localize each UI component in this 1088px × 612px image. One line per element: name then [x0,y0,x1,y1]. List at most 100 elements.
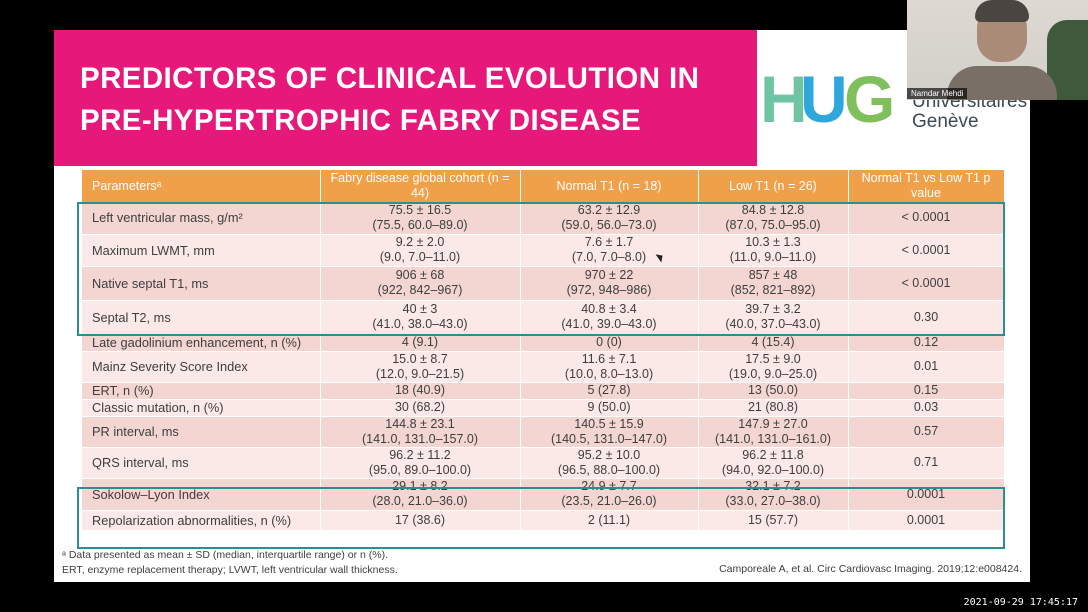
param: QRS interval, ms [82,447,321,479]
cell-normal-t1-median-range: (41.0, 39.0–43.0) [561,317,657,331]
cell-normal-t1: 95.2 ± 10.0 (96.5, 88.0–100.0) [520,447,699,479]
cell-normal-t1-value: 5 (27.8) [587,383,631,397]
cell-normal-t1-value: 11.6 ± 7.1 [581,351,637,366]
table-row: QRS interval, ms 96.2 ± 11.2 (95.0, 89.0–1… [82,447,1005,479]
cell-global-value: 30 (68.2) [394,400,446,414]
cell-global-value: 17 (38.6) [394,512,446,527]
cell-low-t1-value: 17.5 ± 9.0 [745,351,801,366]
cell-low-t1-median-range: (94.0, 92.0–100.0) [721,462,825,477]
cell-normal-t1-value: 2 (11.1) [587,512,631,527]
cell-low-t1-median-range: (33.0, 27.0–38.0) [725,494,821,508]
cell-p-value-value: 0.57 [913,424,939,438]
cell-global-median-range: (141.0, 131.0–157.0) [361,431,479,446]
cell-low-t1-median-range: (87.0, 75.0–95.0) [725,217,821,232]
cell-normal-t1-value: 40.8 ± 3.4 [581,302,637,316]
citation: Camporeale A, et al. Circ Cardiovasc Ima… [719,563,1022,575]
cell-low-t1-value: 21 (80.8) [747,400,799,414]
table-row: Sokolow–Lyon Index 29.1 ± 8.2 (28.0, 21.0–… [82,478,1005,511]
participant-name: Namdar Mehdi [907,88,968,99]
results-table: Parametersᵃ Fabry disease global cohort … [82,170,1005,531]
cell-low-t1: 10.3 ± 1.3 (11.0, 9.0–11.0) [698,234,849,267]
recording-timestamp: 2021-09-29 17:45:17 [963,597,1078,608]
cell-p-value-value: 0.0001 [906,512,946,527]
cell-normal-t1-value: 7.6 ± 1.7 [584,235,634,249]
logo-line-2: Genève [912,111,979,132]
cell-normal-t1-value: 0 (0) [596,335,622,349]
cell-low-t1: 84.8 ± 12.8 (87.0, 75.0–95.0) [698,202,849,235]
cell-normal-t1-median-range: (23.5, 21.0–26.0) [561,494,657,508]
cell-low-t1-value: 96.2 ± 11.8 [742,447,804,462]
cell-low-t1-median-range: (852, 821–892) [730,283,816,297]
cell-p-value-value: 0.71 [913,455,939,469]
col-header-p-value: Normal T1 vs Low T1 p value [848,170,1005,202]
param: Repolarization abnormalities, n (%) [82,510,321,531]
participant-video-tile[interactable]: Namdar Mehdi [907,0,1088,100]
cell-normal-t1-value: 24.9 ± 7.7 [581,479,637,493]
cell-normal-t1: 24.9 ± 7.7 (23.5, 21.0–26.0) [520,478,699,511]
table-row: ERT, n (%) 18 (40.9) 5 (27.8) 13 (50.0) 0.15 [82,382,1005,400]
cell-p-value: 0.03 [848,399,1005,417]
cell-low-t1-value: 39.7 ± 3.2 [745,302,801,316]
cell-global: 96.2 ± 11.2 (95.0, 89.0–100.0) [320,447,521,479]
cell-low-t1: 4 (15.4) [698,334,849,352]
cell-low-t1: 21 (80.8) [698,399,849,417]
param: Classic mutation, n (%) [82,399,321,417]
param-value: Native septal T1, ms [92,275,209,291]
cell-global: 4 (9.1) [320,334,521,352]
cell-global-median-range: (9.0, 7.0–11.0) [379,250,461,264]
cell-normal-t1-median-range: (59.0, 56.0–73.0) [561,217,657,232]
param-value: QRS interval, ms [92,455,189,470]
param: PR interval, ms [82,416,321,448]
cell-p-value: < 0.0001 [848,234,1005,267]
cell-normal-t1: 40.8 ± 3.4 (41.0, 39.0–43.0) [520,300,699,335]
cell-global-median-range: (28.0, 21.0–36.0) [372,494,468,508]
cell-low-t1: 13 (50.0) [698,382,849,400]
cell-normal-t1-median-range: (140.5, 131.0–147.0) [550,431,668,446]
param: ERT, n (%) [82,382,321,400]
param: Maximum LWMT, mm [82,234,321,267]
slide-title-line-1: PREDICTORS OF CLINICAL EVOLUTION IN [80,62,700,95]
param-value: PR interval, ms [92,424,179,439]
participant-hair [975,0,1029,22]
logo-letter-u: U [800,62,848,136]
cell-global-value: 18 (40.9) [394,383,446,397]
cell-p-value-value: 0.01 [913,359,939,373]
table-row: Classic mutation, n (%) 30 (68.2) 9 (50.0)… [82,399,1005,417]
footnote-line-1: ᵃ Data presented as mean ± SD (median, i… [62,549,388,561]
cell-normal-t1-value: 9 (50.0) [587,400,631,414]
cell-p-value: 0.0001 [848,510,1005,531]
cell-p-value: 0.71 [848,447,1005,479]
param-value: Mainz Severity Score Index [92,359,248,374]
cell-p-value-value: 0.30 [913,309,939,324]
cell-low-t1: 17.5 ± 9.0 (19.0, 9.0–25.0) [698,351,849,383]
cell-global-value: 75.5 ± 16.5 [388,202,452,217]
footnote-line-2: ERT, enzyme replacement therapy; LVWT, l… [62,564,398,576]
table-row: PR interval, ms 144.8 ± 23.1 (141.0, 131.0… [82,416,1005,448]
cell-global-median-range: (41.0, 38.0–43.0) [372,317,468,331]
cell-global-value: 906 ± 68 [395,268,445,282]
table-row: Repolarization abnormalities, n (%) 17 (3… [82,510,1005,531]
cell-normal-t1-value: 140.5 ± 15.9 [574,416,644,431]
cell-p-value: < 0.0001 [848,202,1005,235]
cell-global: 18 (40.9) [320,382,521,400]
cell-normal-t1-value: 63.2 ± 12.9 [577,202,641,217]
cell-low-t1: 147.9 ± 27.0 (141.0, 131.0–161.0) [698,416,849,448]
param: Late gadolinium enhancement, n (%) [82,334,321,352]
cell-normal-t1: 5 (27.8) [520,382,699,400]
cell-low-t1-median-range: (19.0, 9.0–25.0) [728,366,818,381]
cell-global: 30 (68.2) [320,399,521,417]
cell-low-t1-value: 32.1 ± 7.2 [745,479,801,493]
cell-low-t1-value: 15 (57.7) [747,512,799,527]
cell-global-value: 29.1 ± 8.2 [392,479,448,493]
cell-global: 9.2 ± 2.0 (9.0, 7.0–11.0) [320,234,521,267]
cell-global-median-range: (12.0, 9.0–21.5) [375,366,465,381]
cell-normal-t1-median-range: (7.0, 7.0–8.0) [571,250,647,264]
cell-p-value: 0.01 [848,351,1005,383]
cell-p-value: 0.12 [848,334,1005,352]
cell-global-value: 15.0 ± 8.7 [392,351,448,366]
table-header-row: Parametersᵃ Fabry disease global cohort … [82,170,1005,202]
cell-low-t1-median-range: (11.0, 9.0–11.0) [729,250,817,264]
table-row: Mainz Severity Score Index 15.0 ± 8.7 (12.… [82,351,1005,383]
cell-normal-t1: 0 (0) [520,334,699,352]
cell-global-value: 144.8 ± 23.1 [385,416,455,431]
